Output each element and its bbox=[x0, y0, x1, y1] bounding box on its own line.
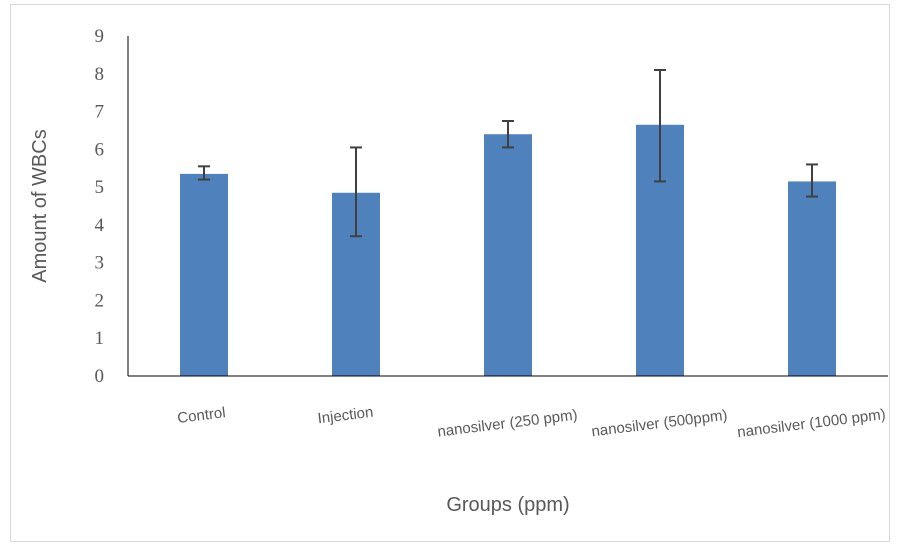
x-axis-title: Groups (ppm) bbox=[446, 494, 569, 516]
chart-frame bbox=[10, 4, 890, 542]
y-tick-label: 0 bbox=[95, 366, 105, 387]
bar bbox=[484, 134, 532, 376]
y-tick-label: 3 bbox=[95, 253, 105, 274]
y-axis-title: Amount of WBCs bbox=[29, 129, 51, 282]
x-tick-label: Injection bbox=[317, 404, 375, 428]
y-tick-label: 5 bbox=[95, 177, 105, 198]
x-tick-label: nanosilver (250 ppm) bbox=[436, 407, 578, 441]
bar bbox=[788, 181, 836, 376]
y-tick-label: 9 bbox=[95, 26, 105, 47]
x-axis-ticks: Control Injection nanosilver (250 ppm) nano… bbox=[176, 404, 886, 441]
x-tick-label: nanosilver (1000 ppm) bbox=[736, 406, 886, 441]
x-tick-label: nanosilver (500ppm) bbox=[591, 407, 729, 441]
y-tick-label: 4 bbox=[95, 215, 105, 236]
y-tick-label: 6 bbox=[95, 139, 105, 160]
bar bbox=[180, 173, 228, 376]
x-tick-label: Control bbox=[176, 404, 226, 427]
y-axis-ticks: 0 1 2 3 4 5 6 7 8 9 bbox=[95, 26, 105, 387]
error-bars bbox=[198, 69, 818, 238]
y-tick-label: 7 bbox=[95, 102, 105, 123]
y-tick-label: 8 bbox=[95, 64, 105, 85]
y-tick-label: 2 bbox=[95, 290, 105, 311]
bars bbox=[180, 124, 836, 377]
y-tick-label: 1 bbox=[95, 328, 105, 349]
